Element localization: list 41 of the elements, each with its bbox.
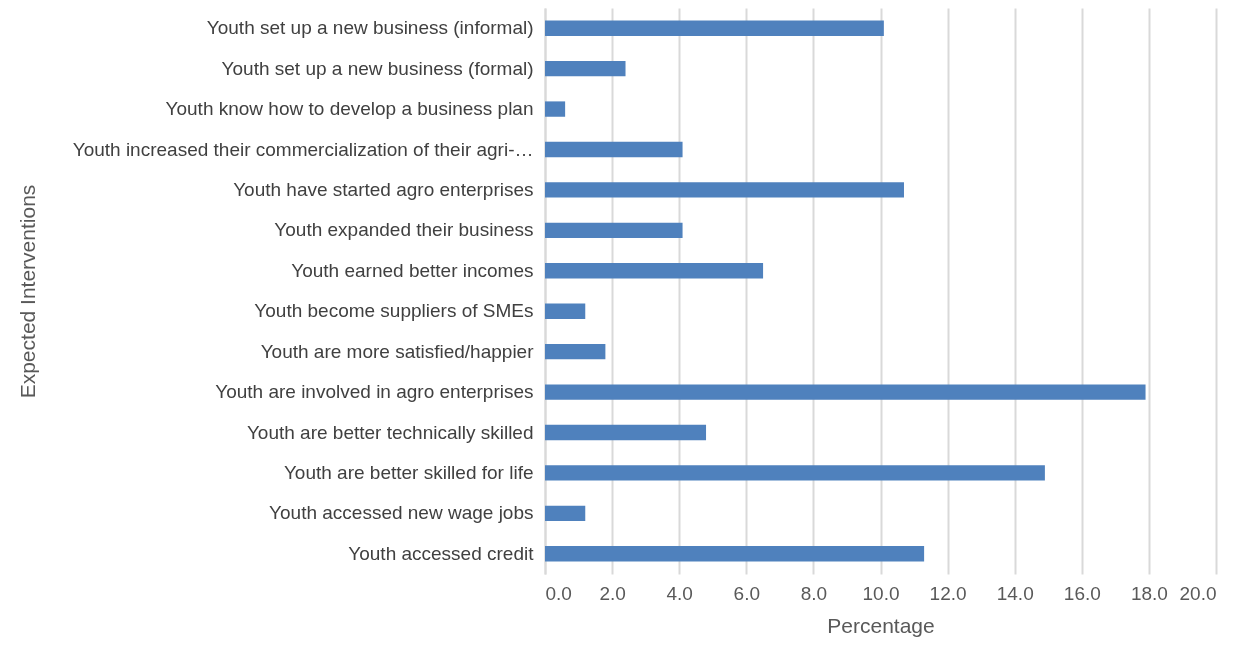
bar [545,101,566,117]
y-tick-label: Youth earned better incomes [291,259,534,281]
x-tick-label: 0.0 [545,582,572,604]
bar [545,505,586,522]
x-tick-label: 20.0 [1179,582,1217,604]
x-tick-label: 4.0 [666,582,693,604]
bar [545,263,764,279]
y-tick-label: Youth expanded their business [274,219,534,241]
x-tick-label: 16.0 [1063,582,1101,604]
y-tick-label: Youth are involved in agro enterprises [215,381,534,403]
bar [545,465,1045,481]
y-tick-label: Youth accessed new wage jobs [269,502,534,524]
x-axis-title: Percentage [827,613,935,637]
bar [545,546,925,562]
x-tick-label: 10.0 [862,582,900,604]
x-tick-label: 18.0 [1130,582,1168,604]
bar [545,182,904,198]
bar [545,60,626,77]
y-tick-label: Youth set up a new business (informal) [206,17,534,39]
y-tick-label: Youth accessed credit [348,542,535,564]
y-tick-label: Youth are better technically skilled [246,421,534,443]
bar [545,424,707,441]
y-tick-label: Youth increased their commercialization of their agri-… [72,138,534,160]
y-tick-label: Youth set up a new business (formal) [221,57,534,79]
x-tick-label: 12.0 [929,582,967,604]
y-tick-label: Youth know how to develop a business plan [165,98,534,120]
x-tick-label: 8.0 [800,582,828,604]
y-tick-label: Youth are more satisfied/happier [260,340,535,362]
bar [545,141,683,158]
bar [545,303,586,319]
bar [545,384,1146,400]
y-tick-label: Youth are better skilled for life [283,461,534,483]
y-tick-label: Youth become suppliers of SMEs [254,300,534,322]
y-axis-title: Expected Interventions [15,184,39,399]
bar [545,20,884,36]
x-tick-label: 2.0 [599,582,626,604]
bar [545,222,683,239]
y-tick-label: Youth have started agro enterprises [233,178,534,200]
x-tick-label: 6.0 [733,582,761,604]
x-tick-label: 14.0 [996,582,1034,604]
bar [545,343,606,360]
